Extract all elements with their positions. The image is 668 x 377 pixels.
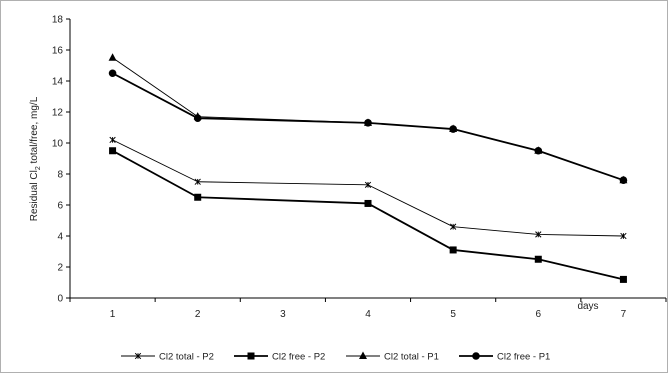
data-point-square: [109, 147, 117, 155]
legend-label: Cl2 free - P1: [497, 352, 550, 363]
x-tick-label: 7: [621, 309, 627, 320]
data-point-square: [247, 352, 255, 360]
data-point-square: [619, 275, 627, 283]
data-point-star: [449, 223, 457, 230]
y-tick-label: 8: [57, 170, 63, 181]
data-point-star: [109, 136, 116, 144]
legend-item-4: Cl2 free - P1: [459, 352, 550, 363]
data-point-star: [535, 231, 542, 238]
series-4: [108, 69, 628, 184]
data-point-circle: [193, 114, 202, 122]
y-tick-label: 2: [57, 263, 63, 274]
y-tick-label: 0: [57, 294, 63, 305]
y-tick-label: 16: [52, 46, 64, 57]
data-point-square: [534, 255, 542, 263]
legend-item-2: Cl2 free - P2: [234, 352, 325, 363]
data-point-triangle: [359, 351, 367, 359]
data-point-circle: [449, 125, 457, 133]
x-tick-label: 5: [450, 309, 456, 320]
series-1: [109, 136, 627, 240]
x-tick-label: 1: [110, 309, 116, 320]
data-point-square: [449, 246, 457, 254]
x-tick-label: 2: [195, 309, 201, 320]
data-point-circle: [364, 119, 372, 127]
legend: Cl2 total - P2 Cl2 free - P2 Cl2 total - P…: [121, 351, 550, 363]
series-line: [112, 139, 624, 237]
y-tick-label: 12: [52, 108, 64, 119]
data-point-star: [620, 232, 627, 240]
series-layer: [108, 53, 628, 283]
data-point-star: [194, 178, 201, 185]
data-point-star: [134, 352, 142, 360]
data-point-star: [364, 181, 372, 189]
y-axis-label-prefix: Residual Cl: [29, 170, 40, 221]
series-2: [109, 147, 627, 283]
series-3: [108, 53, 628, 184]
series-line: [112, 149, 624, 281]
y-axis-label-subscript: 2: [35, 166, 42, 170]
y-tick-label: 10: [52, 139, 64, 150]
y-axis-label: Residual Cl2 total/free, mg/L: [29, 96, 42, 221]
data-point-circle: [108, 69, 117, 78]
x-axis-label: days: [577, 301, 598, 312]
series-line: [112, 72, 624, 182]
y-tick-label: 4: [57, 232, 63, 243]
data-point-triangle: [108, 53, 117, 61]
x-tick-label: 3: [280, 309, 286, 320]
legend-label: Cl2 total - P1: [384, 352, 439, 363]
data-point-circle: [619, 176, 628, 184]
data-point-square: [194, 193, 202, 201]
y-tick-label: 14: [52, 77, 64, 88]
y-tick-label: 18: [52, 15, 64, 26]
legend-item-1: Cl2 total - P2: [121, 352, 214, 363]
x-tick-label: 4: [365, 309, 371, 320]
y-axis-label-suffix: total/free, mg/L: [29, 96, 40, 166]
legend-item-3: Cl2 total - P1: [346, 351, 439, 363]
y-tick-label: 6: [57, 201, 63, 212]
data-point-circle: [534, 146, 543, 155]
data-point-square: [364, 199, 372, 207]
x-tick-label: 6: [536, 309, 542, 320]
data-point-circle: [472, 352, 480, 360]
legend-label: Cl2 free - P2: [272, 352, 325, 363]
legend-label: Cl2 total - P2: [159, 352, 214, 363]
